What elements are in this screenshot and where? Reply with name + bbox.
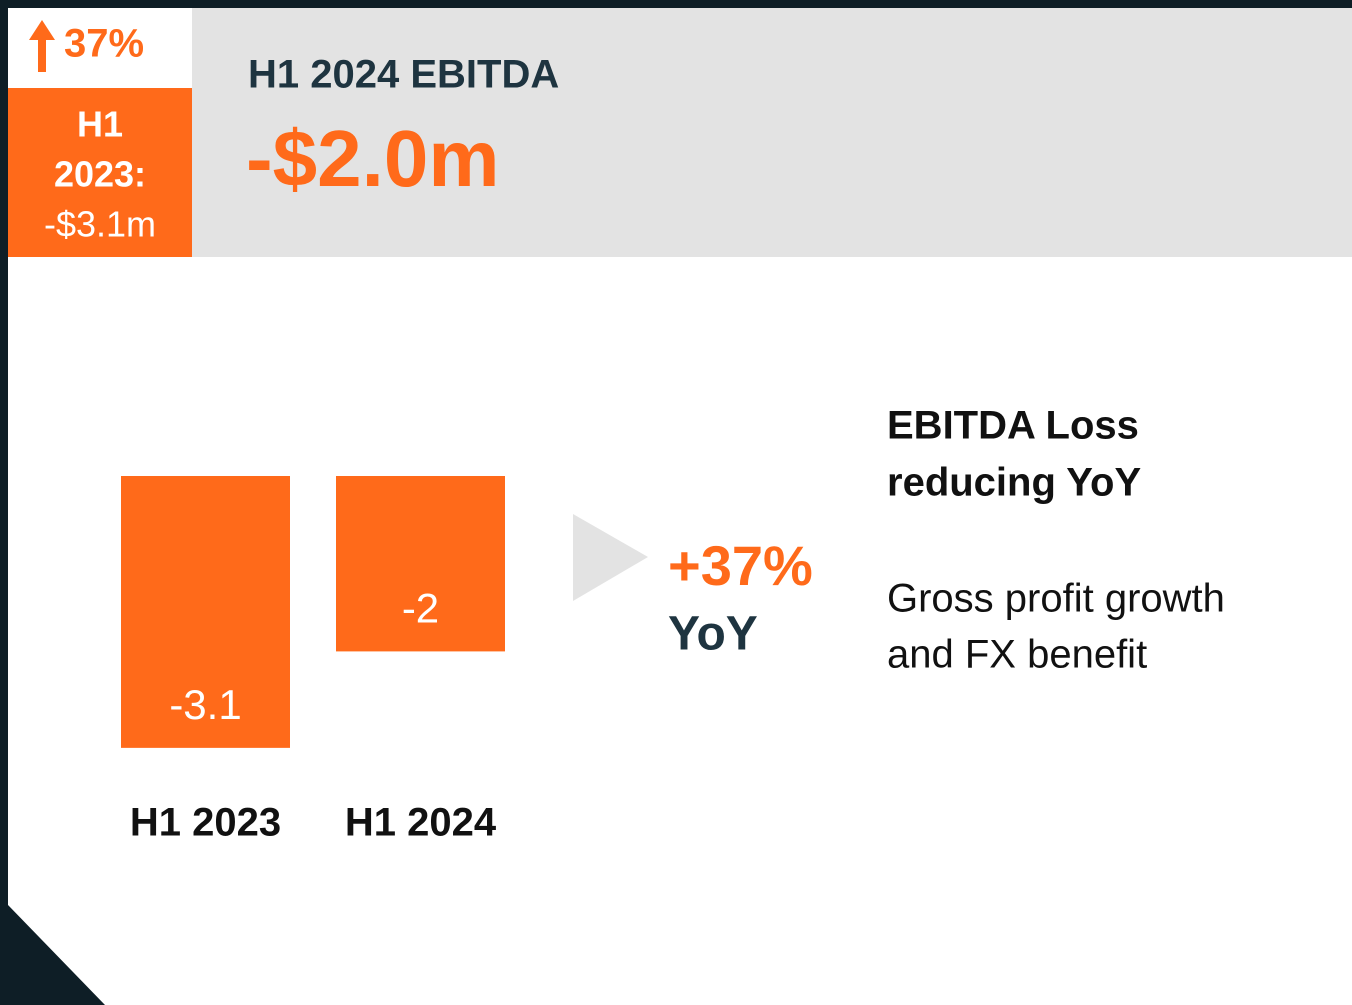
bar — [336, 476, 505, 652]
x-tick-label: H1 2024 — [345, 801, 497, 845]
header-value: -$2.0m — [246, 114, 499, 203]
corner — [8, 905, 105, 1005]
badge-box — [8, 88, 192, 257]
x-tick-label: H1 2023 — [130, 801, 281, 845]
badge-label: 2023: — [54, 154, 146, 195]
badge-label: -$3.1m — [44, 204, 156, 245]
up-arrow — [29, 20, 55, 72]
note-body: Gross profit growth — [887, 577, 1225, 621]
note-heading: reducing YoY — [887, 461, 1141, 505]
callout-change: +37% — [668, 534, 813, 597]
callout-unit: YoY — [668, 608, 758, 661]
value-label: -2 — [402, 584, 439, 631]
badge-label: H1 — [77, 104, 123, 145]
header-band — [192, 8, 1352, 257]
value-label: -3.1 — [169, 681, 241, 728]
note-heading: EBITDA Loss — [887, 404, 1139, 448]
badge-change: 37% — [64, 22, 144, 66]
note-body: and FX benefit — [887, 633, 1147, 677]
header-title: H1 2024 EBITDA — [248, 53, 559, 97]
arrow — [573, 514, 648, 601]
bar — [121, 476, 290, 748]
